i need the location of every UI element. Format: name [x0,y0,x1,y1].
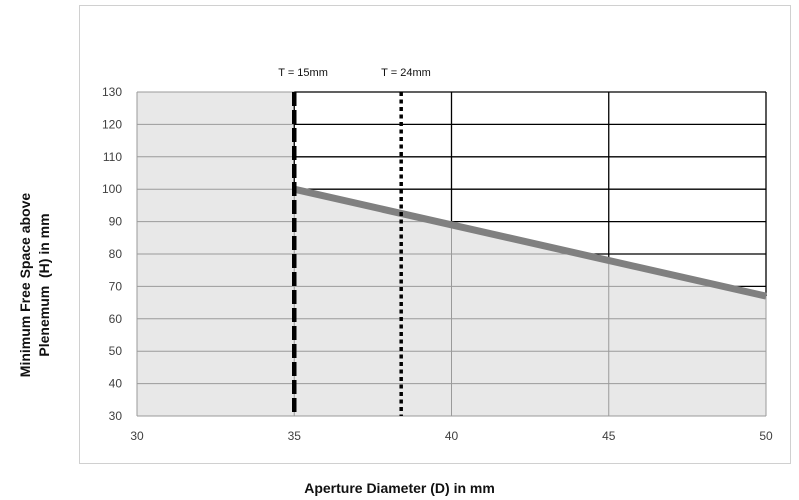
y-tick-label: 110 [103,150,122,164]
y-tick-label: 80 [109,247,123,261]
series-line [293,185,767,300]
x-tick-label: 45 [602,429,616,443]
reference-line-label: T = 24mm [381,67,431,79]
y-tick-label: 90 [109,215,123,229]
series [293,185,767,300]
reference-lines: T = 15mm T = 24mm [278,67,431,416]
x-tick-label: 40 [445,429,459,443]
y-tick-label: 60 [109,312,123,326]
grid [137,91,767,416]
x-tick-label: 50 [759,429,773,443]
y-tick-label: 30 [109,409,123,423]
y-tick-label: 40 [109,377,123,391]
y-axis-title-container: Minimum Free Space above Plenemum (H) in… [0,0,70,500]
y-axis-title: Minimum Free Space above Plenemum (H) in… [17,192,52,378]
y-tick-label: 100 [102,182,122,196]
y-tick-label: 120 [102,117,122,131]
tick-labels: 130 120 110 100 90 80 70 60 50 40 30 30 35 40 45 50 [102,85,773,443]
y-tick-label: 130 [102,85,122,99]
axes [136,92,766,417]
y-tick-label: 70 [109,279,123,293]
x-tick-label: 30 [130,429,144,443]
x-tick-label: 35 [288,429,302,443]
x-axis-title: Aperture Diameter (D) in mm [304,480,495,496]
reference-line-label: T = 15mm [278,67,328,79]
y-tick-label: 50 [109,344,123,358]
